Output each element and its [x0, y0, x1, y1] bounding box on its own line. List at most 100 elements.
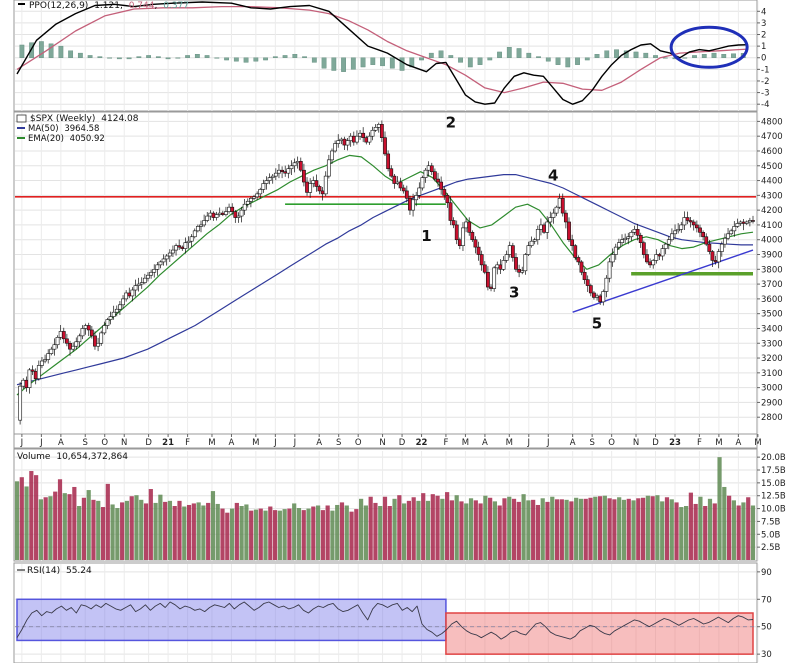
candle-down	[233, 211, 238, 218]
candle-up	[267, 177, 272, 181]
volume-bar-down	[29, 471, 34, 560]
volume-bar-up	[14, 481, 20, 560]
candle-down	[305, 181, 309, 193]
candle-up	[557, 198, 562, 208]
volume-bar-down	[516, 501, 521, 560]
volume-bar-up	[158, 494, 163, 560]
candle-down	[404, 190, 409, 199]
ppo-title-sep1: ,	[120, 1, 123, 11]
ppo-tick-label: 3	[761, 19, 766, 29]
ppo-histogram-bar	[302, 56, 307, 58]
candle-up	[205, 215, 210, 221]
candle-up	[40, 360, 44, 366]
candle-up	[330, 150, 334, 161]
candle-up	[620, 239, 624, 243]
volume-bar-up	[731, 500, 736, 560]
candle-down	[498, 264, 503, 270]
price-y-axis: 4800 4700 4600 4500 4400 4300 4200 4100 4000 3900…	[757, 117, 783, 423]
ppo-histogram-bar	[584, 57, 590, 61]
candle-down	[467, 221, 472, 233]
candle-up	[252, 196, 256, 199]
volume-bar-down	[325, 505, 330, 560]
candle-down	[685, 217, 690, 221]
volume-bar-up	[741, 502, 746, 560]
price-candles	[18, 120, 755, 425]
candle-down	[751, 220, 755, 222]
volume-bar-up	[330, 510, 335, 560]
volume-tick-label: 2.5B	[761, 543, 781, 553]
volume-bar-down	[397, 495, 402, 560]
price-tick-label: 4100	[761, 221, 783, 231]
volume-bar-down	[727, 495, 732, 560]
price-legend-candle-icon	[16, 114, 27, 123]
candle-up	[295, 161, 300, 164]
volume-bar-down	[636, 498, 641, 560]
volume-bar-up	[550, 496, 555, 560]
ppo-tick-label: 0	[761, 54, 766, 64]
volume-bar-down	[554, 499, 560, 560]
candle-down	[517, 269, 522, 273]
volume-bar-up	[38, 499, 43, 560]
volume-bar-down	[411, 497, 416, 560]
price-title-last: 4124.08	[101, 114, 138, 124]
volume-bar-up	[196, 502, 201, 560]
candle-down	[579, 261, 584, 273]
candle-up	[311, 180, 316, 184]
time-axis-label: D	[399, 438, 406, 448]
candle-up	[255, 193, 260, 198]
ppo-panel: 4 3 21 0-1 -2 -3-4 PPO(12,26,9) 1.121, 0.744,…	[13, 0, 769, 112]
candle-down	[298, 161, 303, 171]
candle-down	[701, 232, 706, 238]
volume-bar-down	[583, 498, 588, 560]
candle-down	[342, 138, 347, 146]
candle-down	[635, 229, 640, 236]
time-axis-label: 23	[669, 438, 681, 448]
volume-bar-down	[664, 497, 670, 560]
volume-bar-up	[62, 493, 67, 560]
time-axis-label: A	[482, 438, 488, 448]
candle-up	[726, 233, 730, 239]
candle-down	[230, 206, 235, 212]
candle-up	[501, 260, 506, 270]
ppo-histogram-bar	[575, 57, 580, 65]
volume-bar-up	[344, 505, 349, 560]
time-axis-label: F	[443, 438, 448, 448]
time-axis-label: 21	[162, 438, 174, 448]
ppo-histogram-bar	[194, 54, 200, 58]
candle-up	[286, 168, 291, 174]
candle-up	[548, 217, 553, 223]
volume-bar-down	[72, 486, 77, 560]
volume-bar-down	[736, 505, 741, 560]
volume-bar-down	[220, 508, 225, 560]
candle-down	[320, 190, 325, 195]
ppo-histogram-bar	[68, 50, 74, 58]
candle-up	[426, 165, 431, 171]
volume-bar-up	[621, 499, 627, 560]
volume-bar-up	[564, 499, 569, 560]
candle-down	[364, 137, 369, 143]
ppo-histogram-bar	[233, 57, 239, 62]
volume-bar-down	[354, 509, 359, 560]
volume-bar-down	[435, 495, 440, 560]
volume-title: Volume 10,654,372,864	[17, 452, 128, 462]
ppo-histogram-bar	[458, 57, 463, 63]
volume-bar-up	[292, 503, 297, 560]
price-tick-label: 4200	[761, 206, 783, 216]
volume-bar-up	[378, 506, 383, 560]
price-tick-label: 4300	[761, 191, 783, 201]
candle-up	[504, 254, 509, 261]
candle-up	[651, 260, 656, 266]
rsi-title-label: RSI(14)	[27, 566, 60, 576]
time-axis-label: D	[652, 438, 659, 448]
ppo-histogram-bar	[263, 57, 268, 61]
candle-up	[121, 298, 125, 306]
volume-bar-up	[110, 504, 115, 560]
volume-bar-up	[464, 503, 469, 560]
time-axis-label: A	[316, 438, 322, 448]
ppo-title-label: PPO(12,26,9)	[29, 1, 88, 11]
candle-up	[723, 237, 727, 245]
candle-down	[694, 224, 699, 229]
rsi-title-value: 55.24	[66, 566, 92, 576]
volume-bar-up	[134, 495, 139, 560]
volume-bar-down	[339, 502, 345, 560]
